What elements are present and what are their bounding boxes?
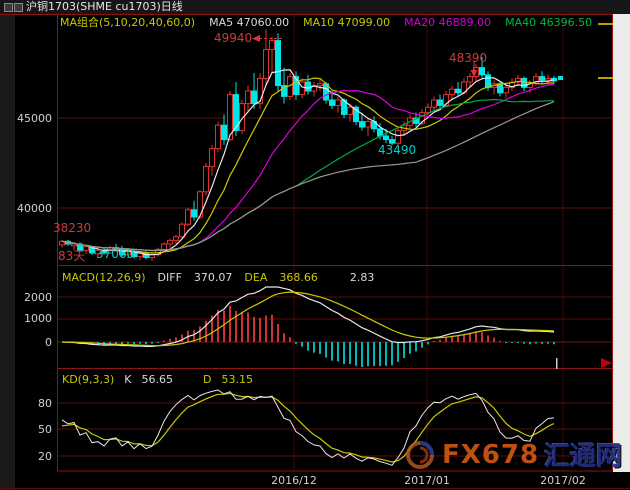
ma5-value: MA5 47060.00 [209, 16, 290, 29]
ytick-45000: 45000 [17, 112, 52, 125]
ma20-value: MA20 46889.00 [404, 16, 492, 29]
kd-header: KD(9,3,3) K 56.65 D 53.15 [62, 373, 253, 386]
ma-combo-label: MA组合(5,10,20,40,60,0) [60, 16, 196, 29]
ytick-50: 50 [38, 423, 52, 436]
kd-k-value: 56.65 [141, 373, 173, 386]
macd-diff-label: DIFF [157, 271, 182, 284]
kd-d-label: D [202, 373, 212, 386]
window-icon[interactable] [4, 3, 23, 12]
kd-k-label: K [124, 373, 132, 386]
annotation-swing-low-43490: 43490 [378, 143, 417, 157]
macd-dea-label: DEA [244, 271, 268, 284]
kd-name: KD(9,3,3) [62, 373, 115, 386]
annotation-low-37060: 37060 [96, 247, 135, 261]
fx678-logo-icon [406, 440, 434, 469]
macd-name: MACD(12,26,9) [62, 271, 146, 284]
watermark-site: 汇通网 [544, 442, 623, 472]
macd-dea-value: 368.66 [279, 271, 318, 284]
ytick-1000: 1000 [24, 312, 52, 325]
window-left-edge [0, 0, 15, 490]
ytick-20: 20 [38, 450, 52, 463]
macd-bar-value: 2.83 [349, 271, 375, 284]
annotation-left-price-38230: 38230 [53, 221, 92, 235]
ma40-value: MA40 46396.50 [505, 16, 593, 29]
annotation-swing-high-48390: 48390 [449, 51, 488, 65]
annotation-days-83: 83天 [58, 249, 86, 263]
ytick-0: 0 [45, 336, 52, 349]
xtick-2017-01: 2017/01 [404, 474, 450, 487]
window-right-edge [613, 8, 630, 472]
watermark-brand: FX678 [442, 439, 540, 470]
page-title: 沪铜1703(SHME cu1703)日线 [26, 0, 183, 13]
kd-d-value: 53.15 [221, 373, 253, 386]
annotation-high-49940: 49940 [214, 31, 253, 45]
macd-diff-value: 370.07 [193, 271, 233, 284]
xtick-2016-12: 2016/12 [271, 474, 317, 487]
title-bar: 沪铜1703(SHME cu1703)日线 [0, 0, 630, 14]
macd-header: MACD(12,26,9) DIFF 370.07 DEA 368.66 2.8… [62, 271, 374, 284]
watermark: FX678 汇通网 [403, 436, 622, 473]
xtick-2017-02: 2017/02 [540, 474, 586, 487]
ytick-80: 80 [38, 397, 52, 410]
ytick-40000: 40000 [17, 202, 52, 215]
ma-header: MA组合(5,10,20,40,60,0) MA5 47060.00 MA10 … [60, 16, 592, 29]
ytick-2000: 2000 [24, 291, 52, 304]
ma10-value: MA10 47099.00 [303, 16, 391, 29]
